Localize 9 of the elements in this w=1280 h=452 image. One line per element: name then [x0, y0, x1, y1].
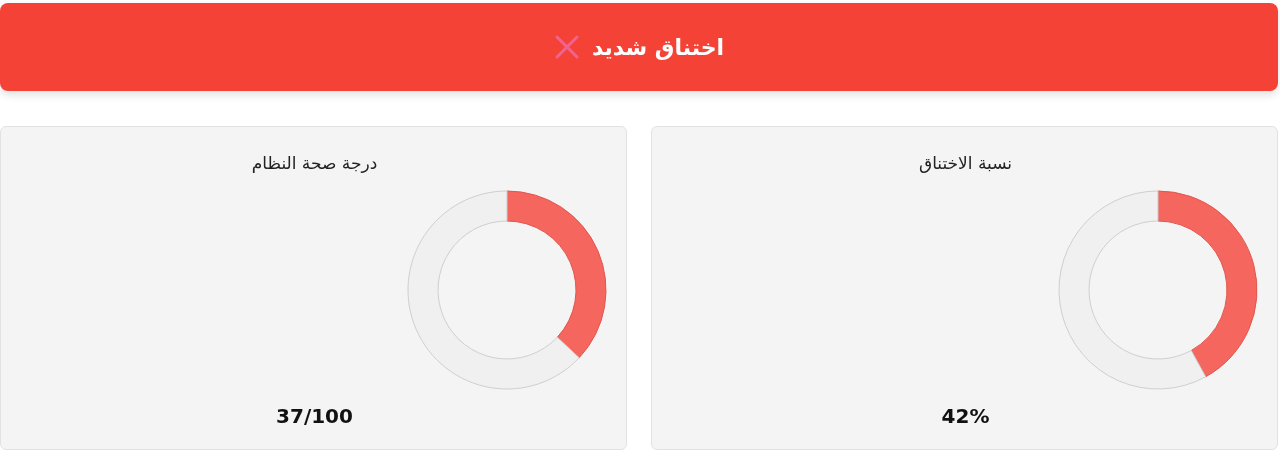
text: 37/100 — [276, 404, 353, 428]
donut-slice — [1058, 190, 1207, 390]
chart-title: درجة صحة النظام — [251, 153, 378, 173]
donut-slice — [407, 190, 580, 390]
donut-slice — [1157, 190, 1258, 378]
donut-slice — [506, 190, 607, 359]
text: اختناق شديد — [591, 34, 725, 60]
text: 42% — [941, 404, 990, 428]
chart-title: نسبة الاختناق — [918, 153, 1013, 173]
